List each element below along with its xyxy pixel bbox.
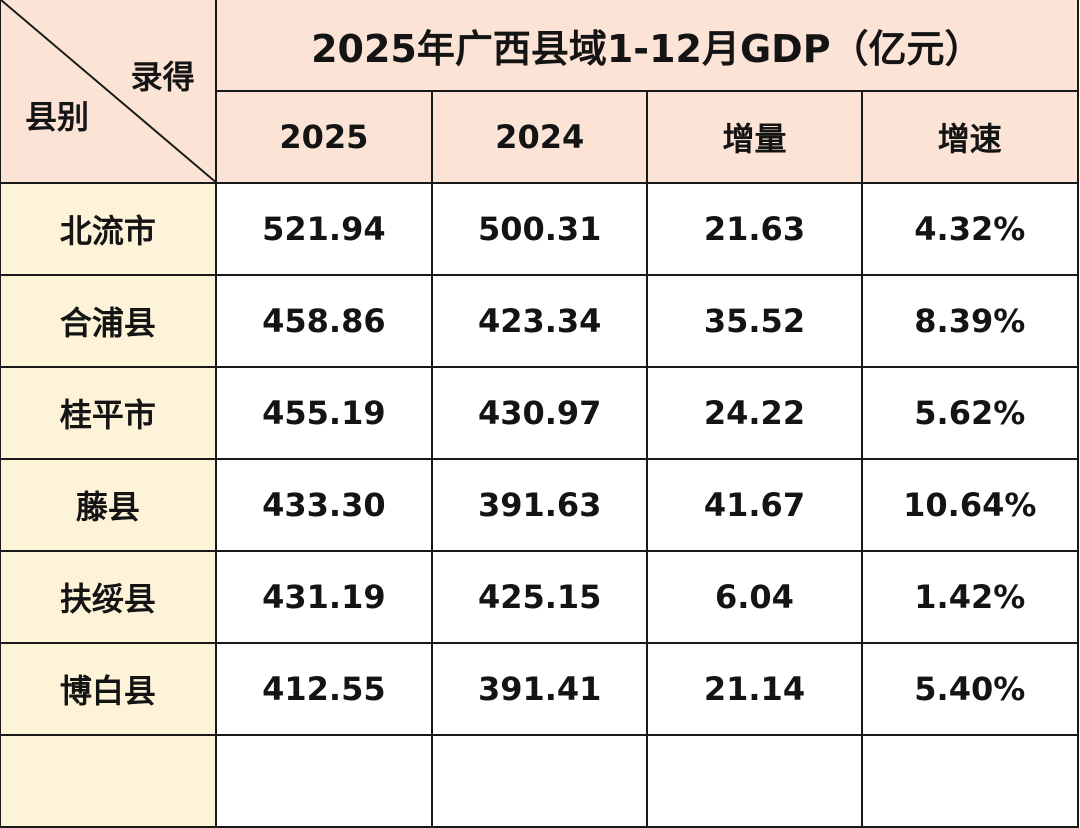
column-header-2024: 2024 — [431, 90, 649, 184]
county-name: 藤县 — [0, 458, 217, 552]
value-2025: 455.19 — [214, 366, 434, 460]
value-2024: 423.34 — [431, 274, 649, 368]
value-increase: 21.14 — [646, 642, 863, 736]
value-increase: 6.04 — [646, 550, 863, 644]
value-2025: 433.30 — [214, 458, 434, 552]
value-2024: 430.97 — [431, 366, 649, 460]
value-increase: 21.63 — [646, 182, 863, 276]
value-2025: 431.19 — [214, 550, 434, 644]
value-2025: 521.94 — [214, 182, 434, 276]
county-name: 扶绥县 — [0, 550, 217, 644]
table-row: 扶绥县 431.19 425.15 6.04 1.42% — [0, 550, 1080, 644]
column-header-2025: 2025 — [214, 90, 434, 184]
value-2024: 500.31 — [431, 182, 649, 276]
partial-row-cell — [0, 734, 217, 828]
value-growth: 5.62% — [860, 366, 1080, 460]
corner-label-top: 录得 — [130, 58, 195, 96]
table-row: 藤县 433.30 391.63 41.67 10.64% — [0, 458, 1080, 552]
county-name: 北流市 — [0, 182, 217, 276]
value-growth: 10.64% — [860, 458, 1080, 552]
corner-header-cell: 录得 县别 — [0, 0, 218, 184]
column-header-increase: 增量 — [646, 90, 863, 184]
value-growth: 8.39% — [860, 274, 1080, 368]
value-increase: 41.67 — [646, 458, 863, 552]
diagonal-line — [1, 0, 218, 184]
table-row: 合浦县 458.86 423.34 35.52 8.39% — [0, 274, 1080, 368]
value-2025: 412.55 — [214, 642, 434, 736]
value-2024: 425.15 — [431, 550, 649, 644]
corner-label-bottom: 县别 — [25, 98, 90, 136]
value-growth: 1.42% — [860, 550, 1080, 644]
county-name: 桂平市 — [0, 366, 217, 460]
column-header-growth: 增速 — [860, 90, 1080, 184]
value-2024: 391.63 — [431, 458, 649, 552]
table-row: 博白县 412.55 391.41 21.14 5.40% — [0, 642, 1080, 736]
table-title: 2025年广西县域1-12月GDP（亿元） — [214, 0, 1080, 92]
value-increase: 35.52 — [646, 274, 863, 368]
value-2025: 458.86 — [214, 274, 434, 368]
value-growth: 4.32% — [860, 182, 1080, 276]
table-row: 桂平市 455.19 430.97 24.22 5.62% — [0, 366, 1080, 460]
value-increase: 24.22 — [646, 366, 863, 460]
value-growth: 5.40% — [860, 642, 1080, 736]
table-row: 北流市 521.94 500.31 21.63 4.32% — [0, 182, 1080, 276]
county-name: 博白县 — [0, 642, 217, 736]
value-2024: 391.41 — [431, 642, 649, 736]
county-name: 合浦县 — [0, 274, 217, 368]
